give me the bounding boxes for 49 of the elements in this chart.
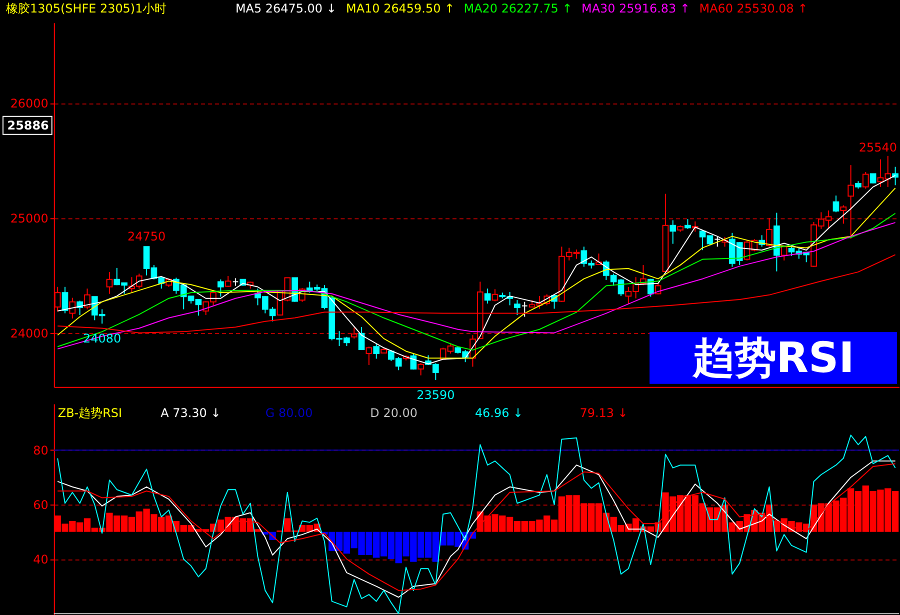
candlestick (492, 288, 498, 302)
y-tick-label: 40 (33, 552, 48, 567)
text: MA60 25530.08 ↑ (699, 2, 808, 16)
y-tick-label: 26000 (10, 96, 48, 111)
candlestick (848, 164, 854, 240)
text: A 73.30 ↓ (160, 406, 221, 420)
candlestick (69, 297, 76, 319)
text: MA5 26475.00 ↓ (235, 2, 336, 16)
text: MA30 25916.83 ↑ (582, 2, 690, 16)
text: 79.13 ↓ (580, 406, 628, 420)
chart-title: ZB-趋势RSI (58, 406, 122, 420)
text: MA10 26459.50 ↑ (346, 2, 455, 16)
chart-title: 橡胶1305(SHFE 2305)1小时 (6, 2, 167, 16)
annotation: 24750 (128, 230, 166, 244)
candlestick (366, 346, 372, 366)
candlestick (832, 195, 840, 213)
candlestick (224, 275, 232, 288)
candlestick (218, 278, 224, 298)
line-series (57, 434, 896, 614)
candlestick (892, 166, 898, 186)
text: MA20 26227.75 ↑ (464, 2, 572, 16)
candlestick (714, 236, 721, 248)
candlestick (766, 217, 772, 248)
candlestick (670, 220, 676, 244)
ref-line-label: G 80.00 (265, 406, 313, 420)
candlestick (521, 301, 528, 318)
candlestick (350, 327, 358, 340)
candlestick (373, 343, 380, 360)
ref-line-label: D 20.00 (370, 406, 418, 420)
candlestick (106, 271, 113, 294)
y-tick-label: 25000 (10, 211, 48, 226)
candlestick (84, 288, 90, 310)
annotation: 23590 (416, 388, 455, 402)
y-tick-label: 80 (33, 444, 48, 458)
y-tick-label: 60 (33, 498, 48, 512)
candlestick (62, 286, 68, 314)
text: 25886 (7, 118, 49, 132)
candlestick (418, 362, 424, 376)
candlestick (780, 246, 788, 261)
candlestick (684, 218, 691, 230)
y-tick-label: 24000 (10, 326, 48, 340)
candlestick (484, 288, 491, 304)
text: 46.96 ↓ (474, 406, 524, 420)
candlestick (870, 173, 876, 184)
candlestick (840, 204, 847, 224)
candlestick (862, 171, 869, 190)
candlestick (514, 300, 520, 316)
annotation: 25540 (858, 140, 898, 154)
annotation: 趋势RSI (691, 332, 854, 382)
